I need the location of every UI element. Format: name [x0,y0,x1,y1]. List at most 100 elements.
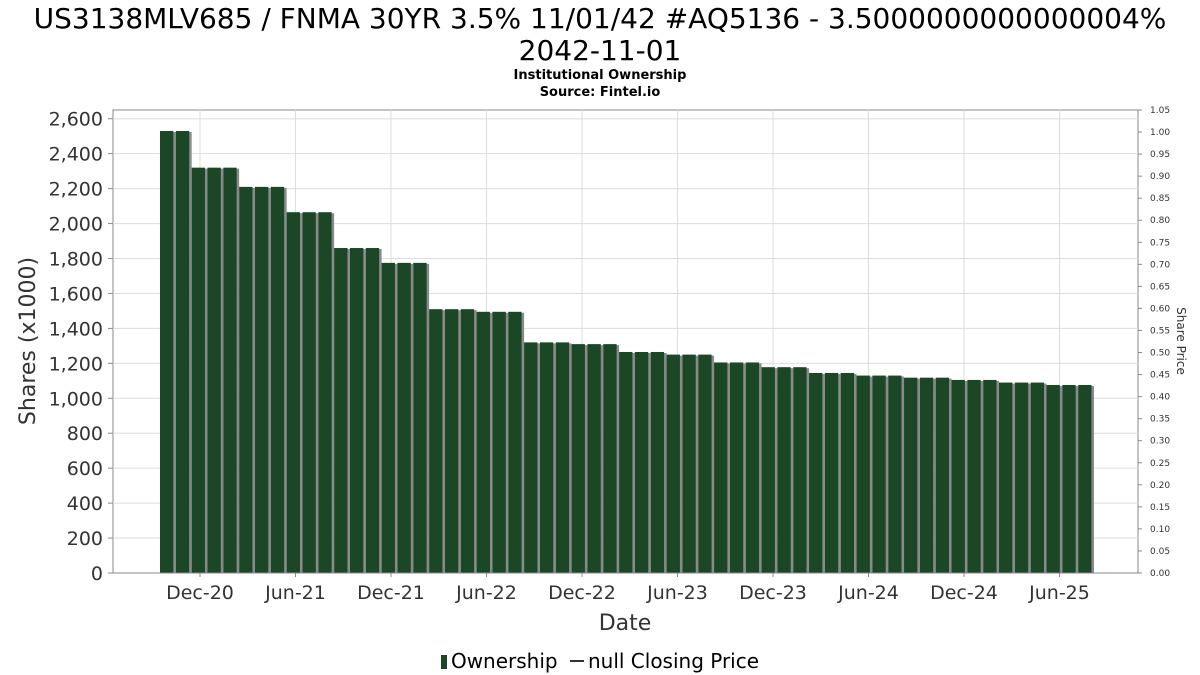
y-tick-label: 1,400 [49,318,103,340]
bar [777,367,791,573]
line-swatch-icon [569,659,584,662]
y2-tick-label: 0.65 [1150,282,1170,292]
y2-tick-label: 0.80 [1150,216,1170,226]
y-tick-label: 2,400 [49,144,103,166]
y2-tick-label: 0.20 [1150,481,1170,491]
bar [444,309,459,573]
x-tick-label: Jun-23 [646,582,708,604]
y2-tick-label: 0.55 [1150,326,1170,336]
y-tick-label: 1,800 [49,249,103,271]
y2-tick-label: 0.40 [1150,393,1170,403]
bar [698,354,712,573]
bar [286,212,300,574]
x-tick-label: Dec-20 [166,582,234,604]
x-tick-label: Jun-22 [455,582,517,604]
bar [1030,382,1045,573]
y2-tick-label: 0.30 [1150,437,1170,447]
legend-item-price[interactable]: null Closing Price [564,649,759,673]
y-tick-label: 1,200 [49,353,103,375]
bar [460,309,475,573]
bar [935,377,950,573]
bar [508,311,522,573]
y2-tick-label: 0.60 [1150,304,1170,314]
chart-title-line2: 2042-11-01 [518,34,682,67]
x-tick-label: Dec-22 [548,582,616,604]
bar [555,342,570,573]
y2-tick-label: 0.50 [1150,349,1170,359]
y2-tick-label: 0.95 [1150,150,1170,160]
bar [682,354,696,573]
chart-source: Source: Fintel.io [539,85,661,100]
bar [840,372,855,573]
bar [904,377,918,573]
bar [365,248,380,573]
bar-series-ownership [113,130,1138,574]
bar [603,344,617,573]
chart-title-line1: US3138MLV685 / FNMA 30YR 3.5% 11/01/42 #… [33,2,1167,35]
y2-tick-label: 0.05 [1150,547,1170,557]
bar [1062,385,1076,573]
bar [476,311,490,573]
y2-tick-label: 0.85 [1150,194,1170,204]
y2-tick-label: 0.45 [1150,371,1170,381]
y-tick-label: 2,600 [49,109,103,131]
bar [492,311,506,573]
y-tick-label: 200 [67,528,103,550]
legend-item-ownership[interactable]: Ownership [440,649,558,673]
bar [824,372,839,573]
bar [1046,385,1060,573]
bar [634,351,649,573]
y-tick-label: 1,600 [49,283,103,305]
bar [872,375,886,573]
bar [302,212,316,574]
bar [745,362,760,573]
bar [191,167,205,573]
bar [429,309,443,573]
bar [397,262,411,573]
y2-tick-label: 0.75 [1150,238,1170,248]
bar [761,367,775,573]
x-axis-label: Date [599,611,652,636]
x-tick-label: Dec-23 [739,582,807,604]
x-tick-label: Jun-24 [837,582,899,604]
x-tick-label: Jun-21 [264,582,326,604]
bar [809,372,823,573]
bar [524,342,538,573]
legend-label-price: null Closing Price [587,648,760,673]
bar [349,248,364,573]
bar [999,382,1013,573]
y2-axis-ticks: 0.00 0.05 0.10 0.15 0.20 0.25 0.30 0.35 0.40 0.45… [1138,106,1170,579]
bar [650,351,665,573]
y-axis-ticks: 0 200 400 600 800 1,000 1,200 1,400 1,600 1,800 2,… [49,109,113,585]
bar [175,130,190,573]
bar [207,167,221,573]
x-tick-label: Dec-21 [357,582,425,604]
y-tick-label: 400 [67,493,103,515]
x-axis-ticks: Dec-20 Jun-21 Dec-21 Jun-22 Dec-22 Jun-23 Dec-… [166,573,1090,604]
y2-tick-label: 1.00 [1150,128,1170,138]
y-tick-label: 600 [67,458,103,480]
y2-tick-label: 0.10 [1150,525,1170,535]
y-tick-label: 2,000 [49,214,103,236]
y2-tick-label: 0.15 [1150,503,1170,513]
y-tick-label: 0 [91,563,103,585]
y2-tick-label: 0.90 [1150,172,1170,182]
y-tick-label: 800 [67,423,103,445]
y-tick-label: 2,200 [49,179,103,201]
bar [318,212,332,574]
bar [334,248,348,573]
bar-swatch-icon [440,654,447,669]
bar [223,167,237,573]
x-tick-label: Jun-25 [1028,582,1090,604]
bar [967,379,981,573]
y-tick-label: 1,000 [49,388,103,410]
chart-subtitle: Institutional Ownership [513,68,687,83]
bar [1014,382,1029,573]
bar [587,344,601,573]
bar [381,262,395,573]
bar [539,342,554,573]
bar [413,262,427,573]
y2-tick-label: 1.05 [1150,106,1170,116]
y2-tick-label: 0.70 [1150,260,1170,270]
